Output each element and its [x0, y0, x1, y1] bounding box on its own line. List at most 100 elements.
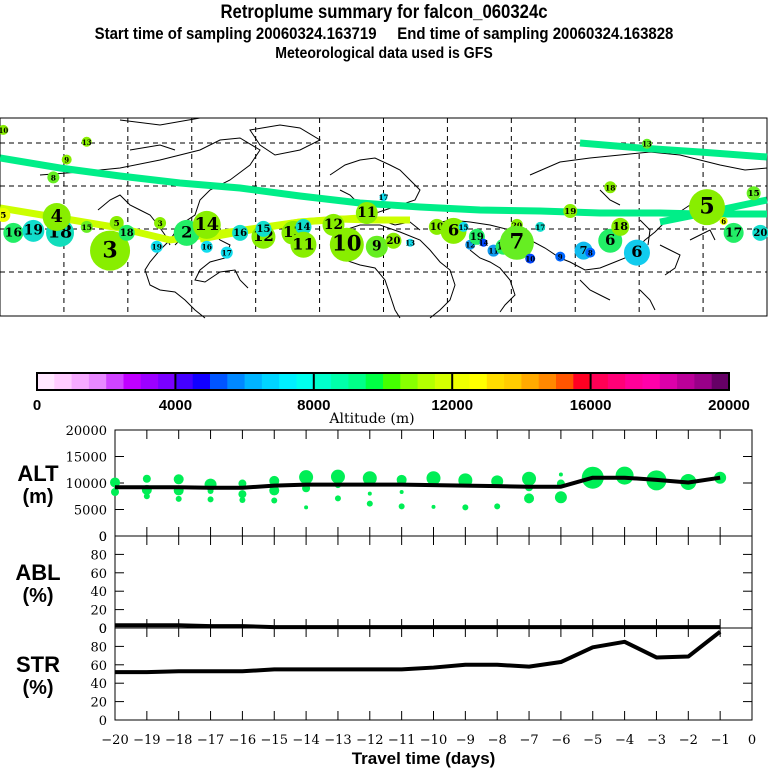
cluster-marker: 17	[379, 193, 388, 202]
cluster-label: 10	[430, 222, 444, 233]
cluster-marker: 15	[458, 221, 469, 232]
panel-ylabel: STR	[16, 652, 60, 677]
cluster-label: 6	[448, 220, 459, 239]
altitude-point	[142, 474, 151, 483]
altitude-point	[462, 504, 469, 511]
altitude-point	[143, 493, 150, 500]
altitude-point	[558, 472, 563, 477]
altitude-point	[399, 490, 404, 495]
x-tick-label: −1	[711, 733, 730, 748]
cluster-marker: 6	[719, 216, 728, 226]
cluster-label: 18	[120, 228, 134, 239]
cluster-label: 19	[564, 207, 576, 217]
cluster-circle	[295, 218, 312, 235]
x-tick-label: −13	[324, 733, 351, 748]
colorbar-tick-label: 0	[33, 397, 41, 414]
y-tick-label: 15000	[66, 451, 107, 466]
y-tick-label: 20	[90, 604, 107, 619]
colorbar-tick-label: 20000	[708, 397, 750, 414]
cluster-label: 15	[748, 189, 760, 199]
cluster-label: 9	[64, 156, 69, 165]
cluster-marker: 10	[0, 124, 9, 135]
cluster-circle	[525, 253, 536, 264]
colorbar-swatch	[296, 373, 315, 390]
cluster-marker: 18	[611, 217, 630, 236]
colorbar-tick-label: 4000	[159, 397, 192, 414]
x-tick-label: −3	[647, 733, 666, 748]
x-tick-label: −15	[261, 733, 288, 748]
colorbar-tick-label: 12000	[431, 397, 473, 414]
cluster-marker: 3	[90, 230, 131, 271]
series-line-alt	[115, 475, 721, 490]
cluster-marker: 20	[752, 224, 768, 241]
y-tick-label: 0	[99, 622, 107, 637]
colorbar-swatch	[556, 373, 574, 390]
cluster-label: 17	[222, 249, 232, 258]
colorbar-swatch	[538, 373, 557, 390]
cluster-label: 12	[324, 217, 343, 233]
cluster-label: 9	[372, 239, 382, 255]
altitude-point	[111, 488, 119, 497]
cluster-marker: 19	[150, 240, 163, 253]
colorbar-swatch	[331, 373, 349, 390]
y-tick-label: 60	[90, 567, 107, 582]
upper-track	[0, 154, 767, 218]
cluster-circle	[406, 238, 415, 247]
x-tick-label: −5	[583, 733, 602, 748]
colorbar-swatch	[469, 373, 488, 390]
cluster-label: 5	[114, 219, 120, 229]
cluster-circle	[118, 224, 135, 241]
panel-alt: 20000 15000 10000 5000 0 ALT(m)	[17, 424, 753, 545]
cluster-circle	[232, 224, 249, 241]
cluster-circle	[0, 124, 9, 135]
colorbar-swatch	[711, 373, 730, 390]
cluster-label: 19	[24, 223, 43, 239]
cluster-label: 10	[525, 255, 535, 264]
cluster-circle	[290, 231, 317, 258]
x-tick-label: −18	[165, 733, 192, 748]
y-tick-label: 0	[99, 530, 107, 545]
y-tick-label: 40	[90, 585, 107, 600]
colorbar-tick-label: 8000	[297, 397, 330, 414]
colorbar-swatch	[71, 373, 90, 390]
colorbar-swatch	[261, 373, 280, 390]
colorbar-swatch	[452, 373, 470, 390]
cluster-label: 13	[642, 140, 652, 149]
x-tick-label: −9	[456, 733, 475, 748]
x-tick-label: −17	[197, 733, 224, 748]
colorbar-swatch	[365, 373, 384, 390]
cluster-label: 19	[152, 243, 162, 252]
cluster-label: 9	[558, 253, 563, 262]
y-tick-label: 5000	[74, 504, 107, 519]
panel-ylabel: ABL	[15, 560, 60, 585]
altitude-point	[175, 495, 182, 502]
cluster-label: 15	[256, 224, 270, 235]
colorbar-label: Altitude (m)	[328, 411, 414, 427]
cluster-marker: 11	[355, 202, 378, 225]
cluster-circle	[688, 189, 725, 226]
colorbar-swatch	[573, 373, 592, 390]
cluster-circle	[365, 235, 388, 258]
cluster-circle	[61, 154, 72, 165]
altitude-point	[239, 496, 246, 503]
altitude-point	[173, 474, 184, 485]
x-tick-label: −6	[551, 733, 570, 748]
colorbar-swatch	[486, 373, 505, 390]
x-tick-label: −12	[356, 733, 383, 748]
colorbar-swatch	[192, 373, 211, 390]
colorbar-swatch	[210, 373, 228, 390]
altitude-colorbar: 0 4000 8000 12000 16000 20000	[33, 372, 750, 414]
cluster-marker: 11	[290, 231, 317, 258]
cluster-circle	[109, 215, 124, 230]
cluster-label: 19	[470, 232, 484, 243]
altitude-point	[554, 491, 567, 504]
cluster-label: 11	[292, 234, 315, 253]
cluster-label: 15	[459, 223, 469, 232]
cluster-marker: 10	[329, 227, 364, 262]
cluster-marker: 15	[255, 220, 272, 237]
altitude-point	[362, 471, 377, 486]
panel-abl: 0 80 60 40 20 0 ABL(%)	[15, 530, 753, 637]
cluster-marker: 14	[479, 238, 489, 248]
